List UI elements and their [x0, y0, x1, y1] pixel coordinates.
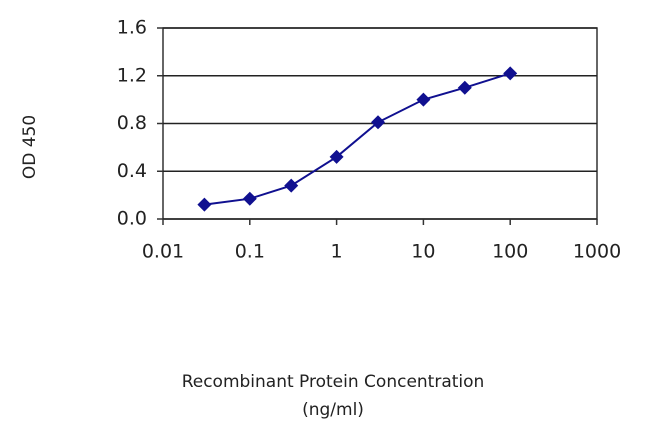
- data-point: [371, 115, 386, 130]
- data-line: [204, 72, 511, 206]
- x-tick-label: 10: [411, 241, 435, 263]
- x-tick-label: 1: [331, 241, 343, 263]
- x-tick-label: 1000: [573, 241, 621, 263]
- y-tick-label: 0.4: [117, 160, 147, 182]
- data-point: [284, 178, 299, 193]
- y-axis-title: OD 450: [20, 115, 40, 179]
- data-point: [242, 191, 257, 206]
- y-tick-label: 1.2: [117, 64, 147, 86]
- y-tick-label: 0.8: [117, 112, 147, 134]
- x-tick-label: 0.1: [235, 241, 265, 263]
- y-tick-label: 1.6: [117, 17, 147, 39]
- data-point: [416, 92, 431, 107]
- x-axis-title: Recombinant Protein Concentration: [182, 372, 485, 392]
- y-tick-label: 0.0: [117, 208, 147, 230]
- x-tick-label: 100: [492, 241, 528, 263]
- data-point: [197, 197, 212, 212]
- x-tick-label: 0.01: [142, 241, 184, 263]
- x-axis-title: (ng/ml): [302, 400, 364, 420]
- data-point: [329, 149, 344, 164]
- data-point: [503, 66, 518, 81]
- data-point: [457, 80, 472, 95]
